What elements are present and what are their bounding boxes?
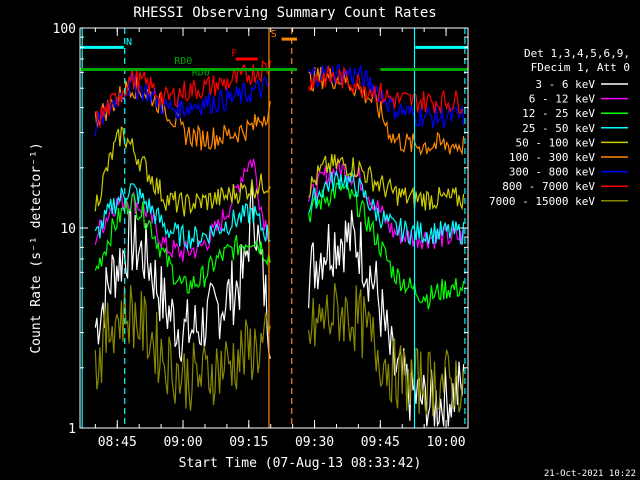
legend-entry-label: 12 - 25 keV — [522, 107, 595, 120]
timestamp: 21-Oct-2021 10:22 — [544, 469, 636, 479]
legend-header: Det 1,3,4,5,6,9, — [524, 47, 630, 60]
legend-entry-label: 800 - 7000 keV — [502, 180, 595, 193]
legend-header: FDecim 1, Att 0 — [531, 61, 630, 74]
series-group — [94, 59, 465, 428]
y-axis-label: Count Rate (s⁻¹ detector⁻¹) — [29, 142, 44, 353]
series-line — [94, 283, 465, 417]
legend-entry-label: 25 - 50 keV — [522, 122, 595, 135]
legend-entry-label: 6 - 12 keV — [529, 93, 596, 106]
y-tick-label: 100 — [53, 22, 76, 37]
axes-group: 1 10 100 08:45 09:00 09:15 09:30 09:45 10:00 — [53, 22, 469, 450]
flag-annotation: RD0 — [192, 67, 210, 78]
legend: Det 1,3,4,5,6,9,FDecim 1, Att 0 3 - 6 keV… — [489, 47, 630, 208]
x-tick-label: 09:15 — [229, 435, 268, 450]
x-tick-label: 09:00 — [163, 435, 202, 450]
legend-entry-label: 100 - 300 keV — [509, 151, 595, 164]
legend-entry-label: 50 - 100 keV — [516, 136, 596, 149]
series-line — [94, 63, 465, 137]
x-tick-label: 08:45 — [98, 435, 137, 450]
y-tick-label: 1 — [68, 422, 76, 437]
flag-annotation: F — [231, 49, 237, 60]
legend-entry-label: 300 - 800 keV — [509, 166, 595, 179]
x-tick-label: 10:00 — [427, 435, 466, 450]
series-line — [94, 125, 465, 217]
legend-entry-label: 7000 - 15000 keV — [489, 195, 595, 208]
series-line — [94, 182, 465, 428]
x-tick-label: 09:30 — [295, 435, 334, 450]
legend-entry-label: 3 - 6 keV — [535, 78, 595, 91]
flag-annotation: S — [271, 29, 277, 40]
flag-annotation: RD0 — [174, 56, 192, 67]
x-tick-label: 09:45 — [361, 435, 400, 450]
chart-title: RHESSI Observing Summary Count Rates — [133, 5, 436, 21]
flag-annotation: N — [126, 37, 132, 48]
x-axis-label: Start Time (07-Aug-13 08:33:42) — [179, 456, 422, 471]
y-tick-label: 10 — [60, 222, 76, 237]
